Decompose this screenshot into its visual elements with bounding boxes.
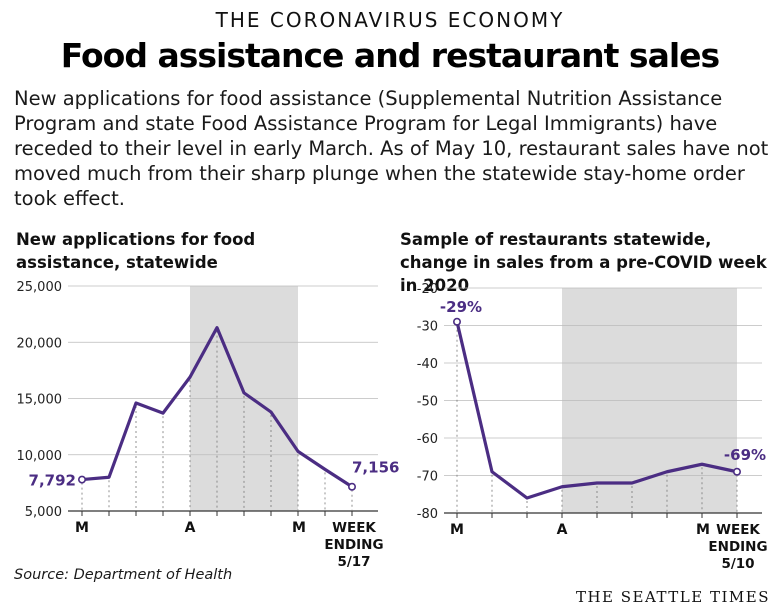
y-tick-label: -40 xyxy=(417,357,438,372)
data-point-marker xyxy=(347,482,356,491)
y-tick-label: 20,000 xyxy=(17,336,63,351)
data-label: 7,792 xyxy=(29,472,76,490)
source-note: Source: Department of Health xyxy=(14,567,233,583)
x-tick-label: M xyxy=(75,520,89,536)
y-tick-label: -60 xyxy=(417,432,438,447)
x-end-label: ENDING xyxy=(324,537,383,553)
x-tick-label: A xyxy=(185,520,196,536)
data-label: 7,156 xyxy=(352,459,399,477)
x-end-label: 5/17 xyxy=(337,554,370,570)
x-tick-label: M xyxy=(450,522,464,538)
data-point-marker xyxy=(78,475,87,484)
headline: Food assistance and restaurant sales xyxy=(60,36,720,75)
y-tick-label: -80 xyxy=(417,507,438,522)
data-point-marker xyxy=(732,467,741,476)
x-end-label: WEEK xyxy=(332,520,376,536)
y-tick-label: 5,000 xyxy=(25,505,62,520)
publisher-wordmark: THE SEATTLE TIMES xyxy=(575,588,770,606)
y-tick-label: -50 xyxy=(417,395,438,410)
x-tick-label: M xyxy=(292,520,306,536)
dek: New applications for food assistance (Su… xyxy=(14,87,769,210)
y-tick-label: 25,000 xyxy=(17,280,63,295)
section-kicker: THE CORONAVIRUS ECONOMY xyxy=(215,8,565,32)
x-tick-label: A xyxy=(557,522,568,538)
series-line xyxy=(455,320,739,500)
x-end-label: WEEK xyxy=(716,522,760,538)
y-tick-label: 10,000 xyxy=(17,449,63,464)
series-line xyxy=(80,326,354,489)
data-label: -69% xyxy=(724,446,766,464)
chart-title-food-assistance: New applications for food assistance, st… xyxy=(16,230,256,272)
y-tick-label: -70 xyxy=(417,470,438,485)
data-point-marker xyxy=(452,317,461,326)
y-tick-label: -20 xyxy=(417,282,438,297)
x-end-label: 5/10 xyxy=(721,556,754,572)
chart-title-restaurant-sales: Sample of restaurants statewide, change … xyxy=(400,230,767,295)
data-label: -29% xyxy=(440,298,482,316)
x-tick-label: M xyxy=(696,522,710,538)
x-end-label: ENDING xyxy=(708,539,767,555)
y-tick-label: 15,000 xyxy=(17,393,63,408)
y-tick-label: -30 xyxy=(417,320,438,335)
